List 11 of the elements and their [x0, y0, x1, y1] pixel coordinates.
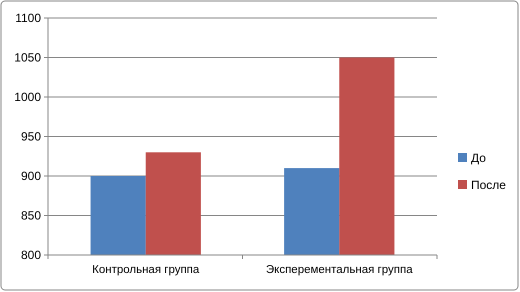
y-tick-label: 900 [20, 169, 42, 184]
legend-label: До [471, 151, 486, 166]
y-tick-label: 850 [20, 208, 42, 223]
y-tick-label: 1050 [14, 50, 42, 65]
y-tick-label: 950 [20, 130, 42, 144]
legend-label: После [471, 178, 506, 192]
y-tick-label: 1000 [14, 90, 42, 104]
y-tick-label: 1100 [15, 11, 42, 26]
x-tick-label: Эксперементальная группа [266, 264, 414, 276]
x-tick-label: Контрольная группа [92, 264, 200, 276]
y-tick-label: 800 [20, 248, 42, 262]
